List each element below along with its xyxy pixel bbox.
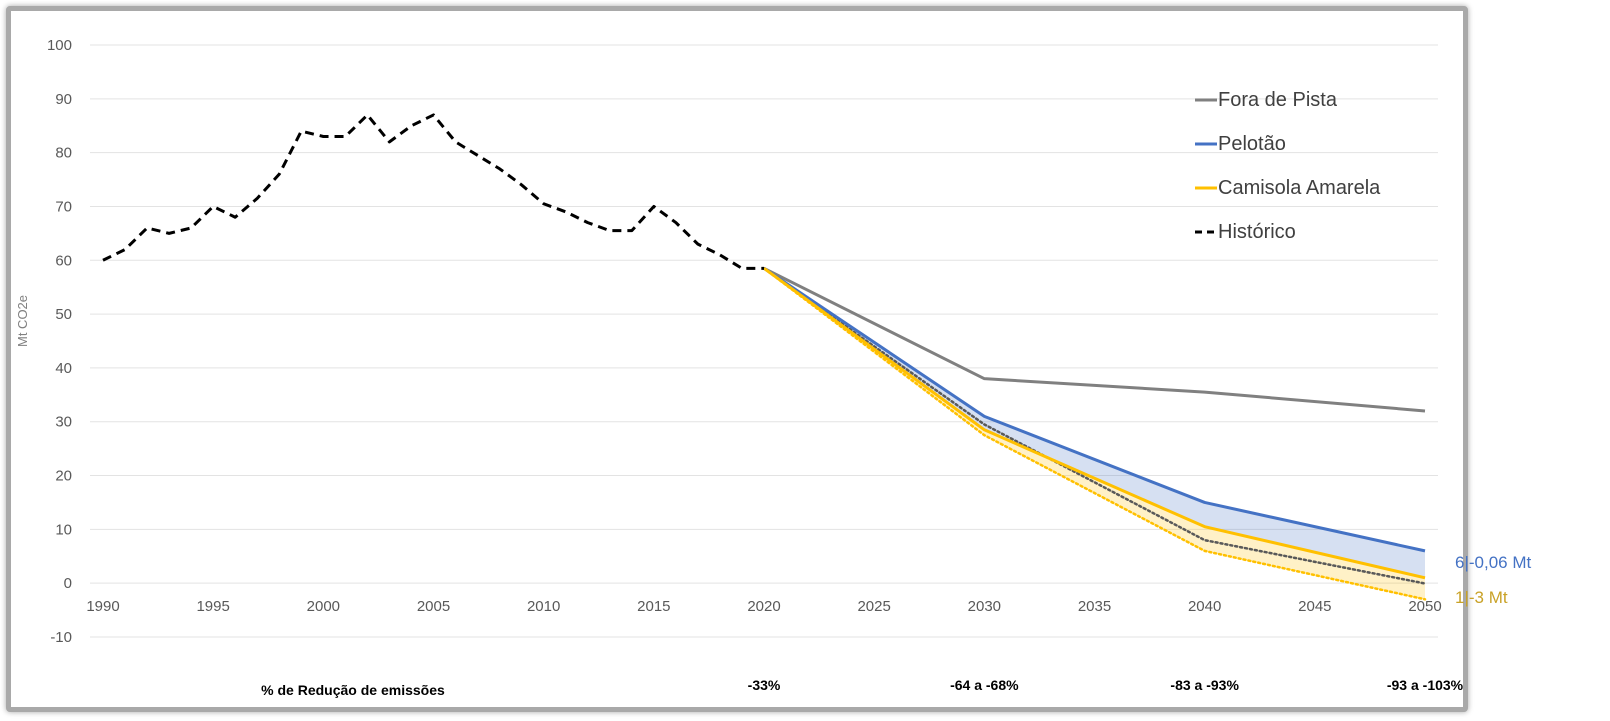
y-tick-label: 70: [55, 198, 72, 215]
dotted-projection-line: [762, 267, 1427, 601]
y-tick-label: 20: [55, 468, 72, 485]
reduction-value: -33%: [748, 677, 781, 693]
y-tick-label: 50: [55, 306, 72, 323]
scenario-band: [764, 268, 1425, 578]
x-tick-label: 2010: [527, 598, 560, 615]
end-labels: 6|-0,06 Mt 1|-3 Mt: [1455, 553, 1532, 607]
series-line-fora-de-pista: [763, 267, 1426, 413]
reduction-value: -64 a -68%: [950, 677, 1019, 693]
y-tick-label: 80: [55, 145, 72, 162]
legend-entry: Pelotão: [1218, 133, 1286, 155]
y-tick-label: -10: [50, 629, 72, 646]
series-line-camisola-amarela: [763, 267, 1426, 580]
series-line-historico: [102, 113, 764, 270]
series-lines: [102, 113, 1427, 601]
reduction-value: -83 a -93%: [1170, 677, 1239, 693]
x-tick-label: 2005: [417, 598, 450, 615]
x-tick-label: 2000: [307, 598, 340, 615]
reduction-row: % de Redução de emissões -33% -64 a -68% -…: [261, 677, 1464, 698]
end-label: 6|-0,06 Mt: [1455, 553, 1532, 572]
y-tick-label: 10: [55, 521, 72, 538]
legend-entry: Fora de Pista: [1218, 89, 1338, 111]
scenario-band: [764, 268, 1425, 600]
y-tick-label: 60: [55, 252, 72, 269]
gridlines: [90, 44, 1438, 638]
x-tick-label: 2020: [747, 598, 780, 615]
chart-frame: [6, 6, 1468, 712]
legend-entry: Histórico: [1218, 221, 1296, 243]
y-tick-label: 90: [55, 91, 72, 108]
x-tick-label: 2035: [1078, 598, 1111, 615]
reduction-row-label: % de Redução de emissões: [261, 682, 445, 698]
dotted-projection-line: [762, 267, 1427, 585]
x-axis: 1990 1995 2000 2005 2010 2015 2020 2025 2030 2035…: [86, 598, 1441, 615]
legend: Fora de Pista Pelotão Camisola Amarela Hist…: [1195, 89, 1381, 243]
x-tick-label: 2030: [968, 598, 1001, 615]
x-tick-label: 2040: [1188, 598, 1221, 615]
x-tick-label: 2045: [1298, 598, 1331, 615]
y-tick-label: 100: [47, 37, 72, 54]
y-tick-label: 40: [55, 360, 72, 377]
series-line-pelotao: [763, 267, 1426, 553]
end-label: 1|-3 Mt: [1455, 588, 1508, 607]
x-tick-label: 2050: [1408, 598, 1441, 615]
x-tick-label: 2025: [857, 598, 890, 615]
y-tick-label: 30: [55, 414, 72, 431]
x-tick-label: 1995: [196, 598, 229, 615]
y-tick-label: 0: [64, 575, 72, 592]
x-tick-label: 2015: [637, 598, 670, 615]
legend-entry: Camisola Amarela: [1218, 177, 1381, 199]
reduction-value: -93 a -103%: [1387, 677, 1464, 693]
y-axis-label: Mt CO2e: [15, 295, 30, 347]
x-tick-label: 1990: [86, 598, 119, 615]
scenario-bands: [764, 268, 1425, 600]
